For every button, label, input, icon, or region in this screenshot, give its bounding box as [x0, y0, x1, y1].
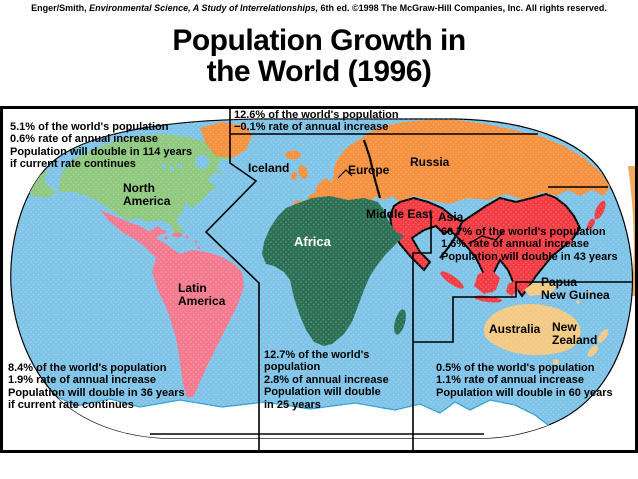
region-boundary-papua-step — [413, 281, 633, 343]
region-boundary-americas-europe — [204, 108, 260, 451]
annotation-asia: 60.7% of the world's population 1.6% rat… — [441, 226, 618, 263]
map-texture — [10, 119, 633, 438]
label-australia: Australia — [489, 322, 541, 336]
label-russia: Russia — [410, 155, 450, 169]
annotation-latin-america: 8.4% of the world's population 1.9% rate… — [8, 362, 185, 412]
label-iceland: Iceland — [248, 161, 290, 175]
page-title-line1: Population Growth in — [172, 24, 466, 57]
label-middle-east: Middle East — [366, 207, 433, 221]
label-africa: Africa — [294, 234, 331, 249]
annotation-europe: 12.6% of the world's population −0.1% ra… — [234, 109, 399, 134]
label-north-america: North America — [123, 181, 171, 208]
page-title: Population Growth in the World (1996) — [0, 25, 638, 87]
annotation-africa: 12.7% of the world's population 2.8% of … — [264, 349, 389, 411]
region-boundary-asia-oceania — [412, 213, 432, 451]
map-edge-land-sliver — [628, 166, 637, 296]
label-europe: Europe — [348, 163, 390, 177]
annotation-oceania: 0.5% of the world's population 1.1% rate… — [436, 362, 613, 399]
copyright-book-title: Environmental Science, A Study of Interr… — [89, 3, 318, 13]
world-map: 5.1% of the world's population 0.6% rate… — [0, 106, 638, 453]
copyright-prefix: Enger/Smith, — [31, 3, 90, 13]
copyright-line: Enger/Smith, Environmental Science, A St… — [0, 3, 638, 13]
map-border — [0, 106, 638, 453]
label-papua-new-guinea: Papua New Guinea — [541, 275, 610, 302]
copyright-suffix: 6th ed. ©1998 The McGraw-Hill Companies,… — [318, 3, 607, 13]
label-asia: Asia — [438, 210, 464, 224]
world-map-svg — [0, 106, 638, 453]
label-latin-america: Latin America — [178, 281, 226, 308]
page-title-line2: the World (1996) — [206, 55, 432, 88]
label-new-zealand: New Zealand — [552, 320, 598, 347]
annotation-north-america: 5.1% of the world's population 0.6% rate… — [10, 121, 193, 171]
